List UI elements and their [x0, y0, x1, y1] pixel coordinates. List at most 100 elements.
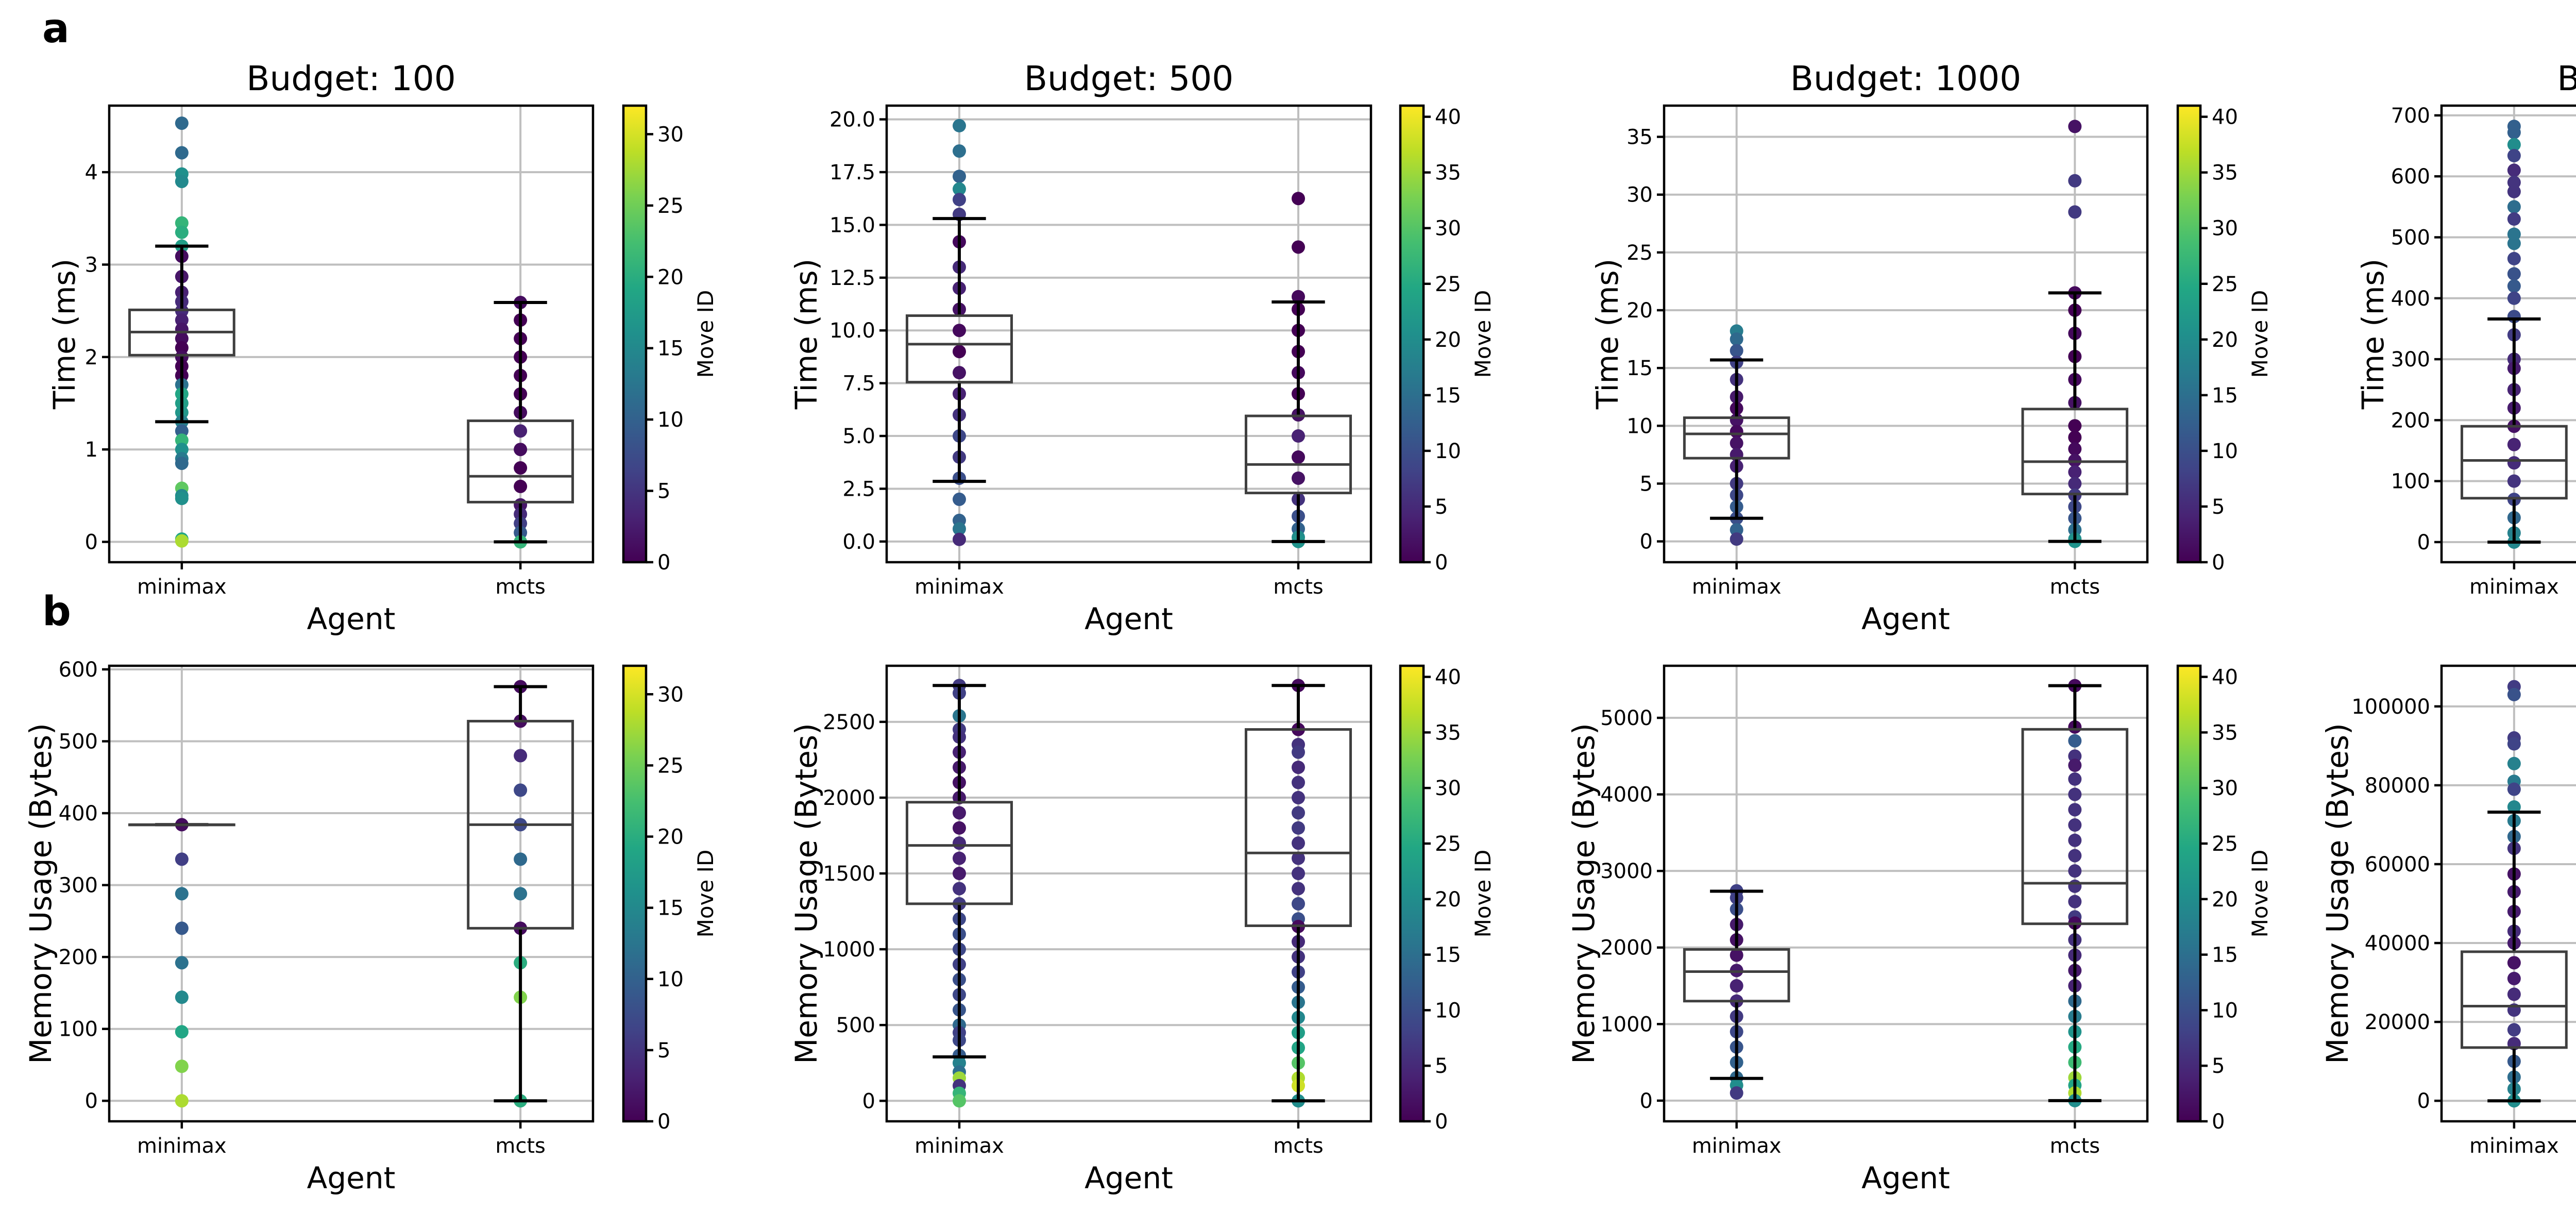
colorbar-tick-label: 15 [2212, 944, 2238, 967]
scatter-point [175, 341, 189, 355]
colorbar-tick-label: 20 [2212, 888, 2238, 912]
y-tick-label: 0 [1640, 530, 1653, 554]
scatter-point [953, 851, 966, 865]
colorbar-frame [1399, 104, 1425, 564]
scatter-point [1730, 979, 1743, 993]
scatter-point [1292, 761, 1305, 775]
x-tick-label: minimax [137, 1134, 227, 1158]
scatter-point [953, 522, 966, 536]
scatter-point [1292, 882, 1305, 896]
scatter-point [1292, 776, 1305, 789]
scatter-point [2068, 430, 2082, 444]
scatter-point [514, 443, 528, 457]
y-tick-label: 600 [2391, 165, 2430, 189]
scatter-point [175, 852, 189, 866]
scatter-point [2068, 803, 2082, 817]
y-tick-label: 700 [2391, 104, 2430, 128]
scatter-point [2068, 477, 2082, 491]
colorbar: 0 5 10 15 20 25 30 35 40 Move ID [1399, 104, 1496, 575]
scatter-point [175, 1094, 189, 1108]
colorbar-tick-label: 35 [1435, 721, 1461, 745]
scatter-point [514, 424, 528, 438]
colorbar: 0 5 10 15 20 25 30 35 40 Move ID [2176, 104, 2273, 575]
y-tick-label: 0 [1640, 1089, 1653, 1113]
colorbar-tick-label: 35 [1435, 161, 1461, 185]
colorbar-gradient [1400, 106, 1423, 562]
x-axis-title: Agent [1861, 601, 1950, 636]
colorbar-tick-label: 40 [2212, 666, 2238, 689]
axes-frame [885, 664, 1372, 1123]
y-tick-label: 2000 [823, 786, 875, 810]
colorbar-gradient [623, 106, 646, 562]
y-tick-label: 7.5 [842, 372, 875, 396]
colorbar-frame [2176, 664, 2202, 1123]
y-tick-label: 0 [2417, 1089, 2430, 1113]
colorbar-gradient [2178, 666, 2200, 1121]
scatter-point [2068, 749, 2082, 763]
y-tick-label: 35 [1626, 126, 1653, 149]
y-tick-label: 60000 [2365, 853, 2430, 877]
scatter-point [1292, 192, 1305, 206]
x-tick-label: minimax [2469, 575, 2559, 599]
colorbar-tick-label: 25 [657, 194, 684, 218]
scatter-point [1730, 532, 1743, 546]
y-tick-label: 200 [2391, 409, 2430, 432]
y-tick-label: 40000 [2365, 932, 2430, 955]
scatter-point [175, 1025, 189, 1039]
y-tick-label: 5000 [1600, 706, 1653, 730]
y-tick-label: 17.5 [829, 161, 875, 184]
y-tick-label: 100 [2391, 470, 2430, 494]
scatter-point [1292, 450, 1305, 464]
y-tick-label: 300 [59, 874, 98, 898]
colorbar-tick-label: 20 [1435, 328, 1461, 352]
y-tick-label: 3 [85, 253, 98, 277]
box-iqr [2460, 425, 2568, 500]
y-tick-label: 5 [1640, 472, 1653, 496]
colorbar-tick-label: 5 [657, 1039, 670, 1063]
colorbar-label: Move ID [693, 850, 718, 938]
box-iqr [2021, 408, 2129, 496]
colorbar-gradient [623, 666, 646, 1121]
colorbar-tick-label: 30 [1435, 217, 1461, 241]
scatter-point [2507, 126, 2521, 140]
boxplot-minimax [905, 217, 1013, 483]
boxplot-mcts [1244, 300, 1352, 543]
box-iqr [2460, 950, 2568, 1049]
colorbar-tick-label: 0 [657, 1110, 670, 1134]
panel-title: Budget: 1000 [1790, 59, 2022, 98]
scatter-point [514, 887, 528, 901]
colorbar-tick-label: 25 [1435, 273, 1461, 296]
panel-title: Budget: 100 [246, 59, 456, 98]
box-iqr [1683, 948, 1790, 1003]
scatter-point [175, 1059, 189, 1073]
x-tick-label: minimax [137, 575, 227, 599]
scatter-point [953, 532, 966, 546]
colorbar-frame [1399, 664, 1425, 1123]
panel-a-2: 0 5 10 15 20 25 30 35 minimax mcts Agent Time (ms) B… [1590, 59, 2273, 636]
y-tick-label: 100 [59, 1018, 98, 1041]
scatter-point [1730, 425, 1743, 439]
colorbar-tick-label: 0 [657, 551, 670, 575]
colorbar-tick-label: 10 [657, 968, 684, 991]
scatter-point [2507, 782, 2521, 796]
scatter-point [953, 806, 966, 820]
y-tick-label: 20000 [2365, 1011, 2430, 1034]
scatter-point [514, 479, 528, 493]
colorbar-tick-label: 5 [2212, 1054, 2225, 1078]
scatter-point [175, 424, 189, 438]
scatter-point [1292, 290, 1305, 304]
colorbar-frame [2176, 104, 2202, 564]
colorbar-tick-label: 0 [1435, 551, 1448, 575]
y-tick-label: 0 [862, 1089, 875, 1113]
y-tick-label: 5.0 [842, 425, 875, 448]
scatter-point [175, 175, 189, 189]
boxplot-minimax [1683, 889, 1790, 1080]
box-iqr [905, 801, 1013, 905]
scatter-point [2068, 772, 2082, 786]
y-tick-label: 100000 [2351, 695, 2430, 719]
boxplot-mcts [467, 685, 574, 1103]
colorbar-tick-label: 10 [1435, 440, 1461, 463]
scatter-point [175, 921, 189, 935]
scatter-point [953, 366, 966, 380]
